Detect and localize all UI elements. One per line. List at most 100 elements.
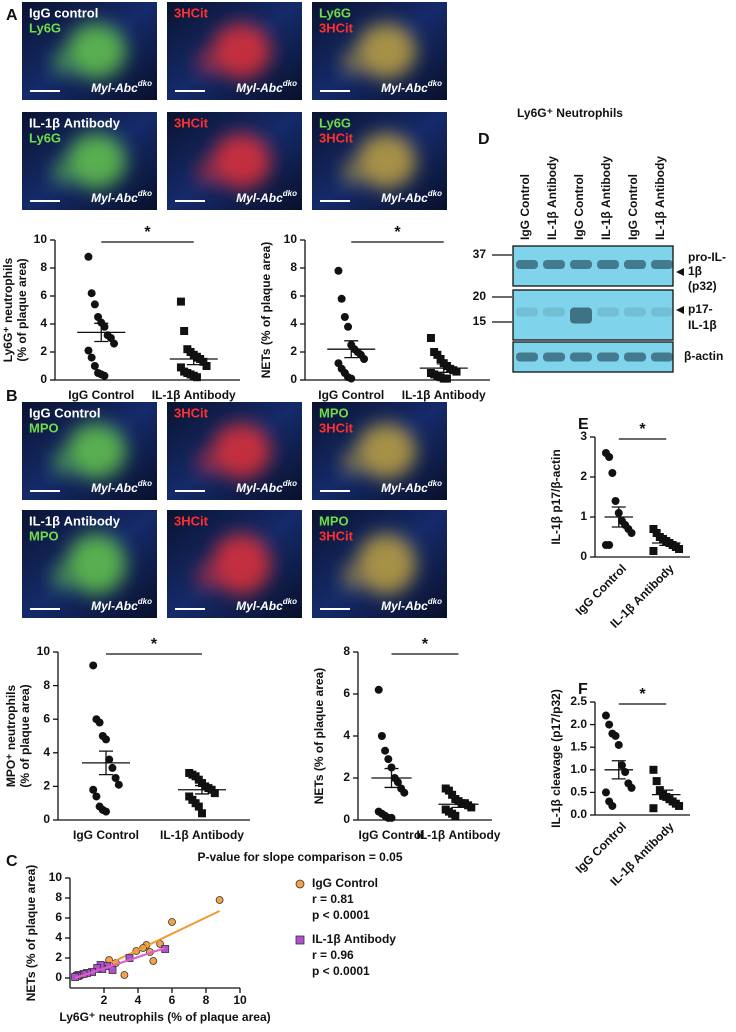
point [337, 294, 346, 303]
strain-label: Myl-Abcdko [236, 189, 297, 205]
strain-label: Myl-Abcdko [91, 189, 152, 205]
band [516, 260, 538, 269]
y-axis-label: (% of plaque area) [18, 684, 32, 787]
y-axis-label: NETs (% of plaque area) [312, 668, 326, 804]
blot-box [512, 245, 674, 287]
strain-label: Myl-Abcdko [91, 79, 152, 95]
stain [51, 451, 74, 475]
stain [51, 51, 74, 75]
x-axis-label: Ly6G⁺ neutrophils (% of plaque area) [59, 1010, 270, 1024]
stain [356, 133, 416, 189]
point [89, 661, 98, 670]
stain [51, 564, 74, 590]
point [334, 266, 343, 275]
point [601, 788, 610, 797]
point [84, 346, 93, 355]
significance: * [639, 421, 646, 438]
error-bar [659, 789, 674, 800]
x-tick-label: IL-1β Antibody [152, 388, 236, 402]
point [198, 809, 206, 818]
strain-sup: dko [428, 479, 442, 488]
y-tick-label: 0.5 [570, 785, 587, 799]
band [624, 352, 646, 362]
strain-label: Myl-Abcdko [91, 597, 152, 613]
image-label: 3HCit [174, 5, 209, 20]
point [168, 918, 176, 926]
band-label: (p32) [688, 279, 717, 293]
error-bar [659, 539, 674, 547]
point [467, 803, 476, 812]
point [605, 541, 614, 549]
y-axis-label: IL-1β p17/β-actin [549, 449, 563, 544]
y-tick-label: 2 [55, 950, 62, 964]
image-label: MPO [319, 513, 349, 528]
mw-marker: 20 [473, 289, 487, 303]
y-tick-label: 2 [343, 770, 350, 784]
point [608, 801, 617, 810]
point [627, 529, 636, 537]
y-tick-label: 2 [580, 469, 587, 483]
significance: * [144, 224, 151, 241]
point [92, 792, 101, 801]
error-bar [611, 506, 626, 528]
y-tick-label: 0.0 [570, 807, 587, 821]
image-label: Ly6G [319, 115, 351, 130]
strain-sup: dko [428, 79, 442, 88]
lane-label: IL-1β Antibody [653, 156, 667, 240]
point [344, 322, 353, 331]
image-label: 3HCit [174, 513, 209, 528]
significance: * [394, 224, 401, 241]
y-tick-label: 1 [580, 509, 587, 523]
band [543, 352, 565, 362]
point [360, 355, 369, 363]
error-bar [94, 322, 109, 343]
point [176, 297, 185, 306]
stain [211, 423, 271, 479]
blot-box [512, 341, 674, 373]
point [89, 785, 98, 794]
point [649, 804, 658, 813]
point [393, 778, 402, 787]
band [597, 352, 619, 362]
band [597, 260, 619, 269]
y-tick-label: 10 [37, 644, 51, 658]
image-label: Ly6G [29, 20, 61, 35]
panel-label: F [578, 681, 588, 698]
point [87, 353, 96, 362]
strain-label: Myl-Abcdko [381, 479, 442, 495]
band-label: 1β [688, 264, 702, 278]
legend-marker [295, 879, 305, 889]
band [570, 352, 592, 362]
band [543, 307, 565, 317]
y-tick-label: 4 [343, 728, 350, 742]
stain [356, 23, 416, 79]
strain-label: Myl-Abcdko [236, 597, 297, 613]
point [340, 313, 349, 321]
stain [66, 133, 126, 189]
point [202, 362, 211, 370]
band-arrow [676, 306, 684, 314]
micrograph: 3HCit Myl-Abcdko [167, 112, 302, 210]
lane-label: IgG Control [518, 174, 532, 240]
point [192, 373, 201, 382]
micrograph: 3HCit Myl-Abcdko [167, 402, 302, 500]
point [649, 547, 658, 555]
x-tick-label: 10 [233, 993, 247, 1007]
strain-sup: dko [283, 189, 297, 198]
x-tick-label: IL-1β Antibody [160, 828, 244, 842]
strain-name: Myl-Abc [236, 81, 283, 95]
chart-title: P-value for slope comparison = 0.05 [197, 850, 402, 864]
y-tick-label: 6 [343, 686, 350, 700]
image-label: 3HCit [174, 115, 209, 130]
point [199, 357, 208, 366]
point [627, 783, 636, 792]
stain [356, 423, 416, 479]
stain [341, 51, 364, 75]
mw-marker: 15 [473, 314, 487, 328]
y-axis-label: (% of plaque area) [15, 258, 29, 361]
point [444, 786, 453, 795]
